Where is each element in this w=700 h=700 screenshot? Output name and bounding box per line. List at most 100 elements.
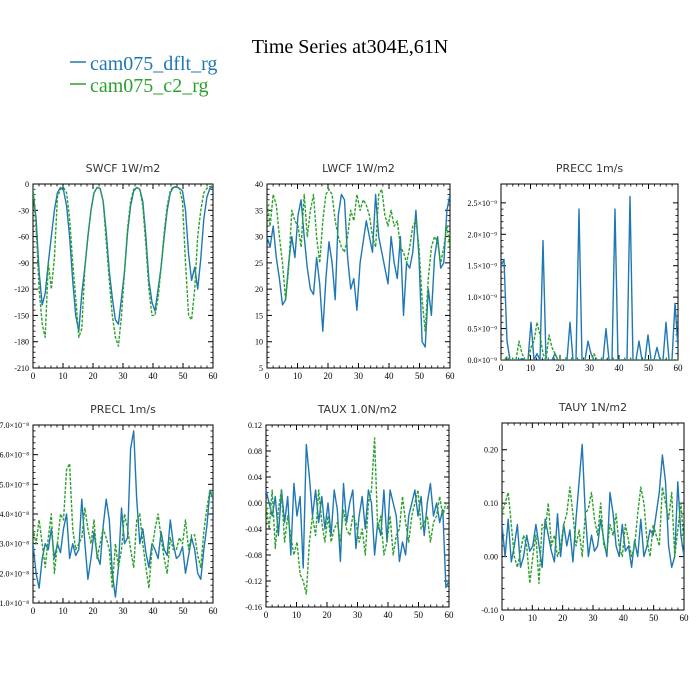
y-tick-label-swcf: 0: [25, 180, 29, 189]
y-tick-label-lwcf: 10: [255, 338, 263, 347]
x-tick-label-swcf: 0: [31, 371, 36, 381]
series-line-lwcf-dflt: [267, 193, 450, 348]
x-tick-label-precl: 0: [31, 606, 36, 616]
series-line-taux-c2: [266, 437, 449, 595]
y-tick-label-precc: 0.5×10⁻⁹: [467, 325, 497, 334]
y-tick-label-swcf: -150: [14, 311, 29, 320]
x-tick-label-precc: 60: [674, 363, 684, 373]
x-tick-label-swcf: 30: [119, 371, 129, 381]
panel-title-precc: PRECC 1m/s: [556, 162, 624, 175]
panel-title-tauy: TAUY 1N/m2: [558, 401, 627, 414]
series-line-precl-dflt: [33, 430, 213, 598]
panel-lwcf: LWCF 1W/m2 5 10 15 20 25 30 35 40 0 10 20 30 40 50 60: [255, 162, 455, 381]
y-tick-label-lwcf: 40: [255, 180, 263, 189]
x-tick-label-precc: 50: [644, 363, 654, 373]
y-tick-label-taux: -0.12: [245, 577, 262, 586]
y-tick-label-precl: 2.0×10⁻⁸: [0, 569, 29, 578]
x-tick-label-tauy: 20: [558, 613, 568, 623]
x-tick-label-precl: 20: [89, 606, 99, 616]
x-tick-label-tauy: 10: [528, 613, 538, 623]
series-line-taux-dflt: [266, 443, 449, 589]
plot-frame-precc: [500, 183, 679, 361]
x-tick-label-lwcf: 30: [354, 371, 364, 381]
y-tick-label-lwcf: 25: [255, 259, 263, 268]
x-tick-label-precc: 20: [556, 363, 566, 373]
plot-frame-taux: [265, 424, 450, 608]
panel-title-lwcf: LWCF 1W/m2: [322, 162, 395, 175]
x-tick-label-precc: 40: [615, 363, 625, 373]
x-tick-label-lwcf: 20: [324, 371, 334, 381]
x-tick-label-swcf: 50: [179, 371, 189, 381]
y-tick-label-tauy: 0.10: [484, 499, 498, 508]
series-line-swcf-c2: [33, 185, 213, 347]
x-tick-label-tauy: 50: [649, 613, 659, 623]
y-tick-label-swcf: -90: [18, 259, 29, 268]
y-tick-label-precc: 0.0×10⁻⁹: [467, 356, 497, 365]
x-tick-label-swcf: 40: [149, 371, 159, 381]
panel-title-taux: TAUX 1.0N/m2: [317, 403, 398, 416]
panel-title-precl: PRECL 1m/s: [90, 403, 156, 416]
x-tick-label-lwcf: 60: [446, 371, 456, 381]
x-tick-label-swcf: 20: [89, 371, 99, 381]
x-tick-label-swcf: 60: [209, 371, 219, 381]
x-tick-label-tauy: 60: [680, 613, 690, 623]
y-tick-label-taux: 0.00: [248, 499, 262, 508]
series-line-precl-c2: [33, 462, 213, 589]
y-tick-label-taux: -0.04: [245, 525, 262, 534]
x-tick-label-precc: 30: [585, 363, 595, 373]
x-tick-label-taux: 10: [292, 610, 302, 620]
y-tick-label-swcf: -30: [18, 206, 29, 215]
y-tick-label-precl: 6.0×10⁻⁸: [0, 451, 29, 460]
panel-title-swcf: SWCF 1W/m2: [86, 162, 161, 175]
y-tick-label-taux: 0.08: [248, 447, 262, 456]
y-tick-label-swcf: -210: [14, 364, 29, 373]
series-line-precc-dflt: [501, 195, 678, 360]
series-line-lwcf-c2: [267, 188, 450, 332]
x-tick-label-tauy: 0: [500, 613, 505, 623]
y-tick-label-tauy: 0.00: [484, 553, 498, 562]
panel-precc: PRECC 1m/s 0.0×10⁻⁹ 0.5×10⁻⁹ 1.0×10⁻⁹ 1.5×10…: [467, 162, 683, 373]
y-tick-label-precc: 2.5×10⁻⁹: [467, 199, 497, 208]
x-tick-label-tauy: 40: [619, 613, 629, 623]
x-tick-label-lwcf: 50: [415, 371, 425, 381]
x-tick-label-precc: 10: [526, 363, 536, 373]
series-line-tauy-dflt: [502, 443, 684, 568]
legend-label-dflt: cam075_dflt_rg: [90, 53, 217, 75]
figure-legend: cam075_dflt_rg cam075_c2_rg: [70, 53, 217, 97]
panel-taux: TAUX 1.0N/m2 -0.16 -0.12 -0.08 -0.04 0.00 0.04…: [245, 403, 454, 620]
y-tick-label-tauy: -0.10: [481, 606, 498, 615]
x-tick-label-precl: 60: [209, 606, 219, 616]
y-tick-label-taux: -0.16: [245, 603, 262, 612]
legend-label-c2: cam075_c2_rg: [90, 75, 209, 97]
y-tick-label-lwcf: 35: [255, 206, 263, 215]
x-tick-label-lwcf: 0: [265, 371, 270, 381]
y-tick-label-precl: 4.0×10⁻⁸: [0, 510, 29, 519]
x-tick-label-taux: 20: [323, 610, 333, 620]
x-tick-label-precl: 50: [179, 606, 189, 616]
series-line-tauy-c2: [502, 486, 684, 584]
y-tick-label-lwcf: 15: [255, 311, 263, 320]
x-tick-label-swcf: 10: [59, 371, 69, 381]
plot-frame-precl: [32, 424, 214, 604]
panel-tauy: TAUY 1N/m2 -0.10 0.00 0.10 0.20 0 10 20 30 40 50 60: [481, 401, 689, 623]
x-tick-label-lwcf: 40: [385, 371, 395, 381]
y-tick-label-precc: 2.0×10⁻⁹: [467, 230, 497, 239]
y-tick-label-lwcf: 20: [255, 285, 263, 294]
figure-title: Time Series at304E,61N: [252, 36, 448, 58]
x-tick-label-precl: 10: [59, 606, 69, 616]
y-tick-label-precc: 1.0×10⁻⁹: [467, 293, 497, 302]
y-tick-label-lwcf: 30: [255, 233, 263, 242]
x-tick-label-taux: 0: [264, 610, 269, 620]
x-tick-label-tauy: 30: [589, 613, 599, 623]
y-tick-label-tauy: 0.20: [484, 446, 498, 455]
x-tick-label-taux: 30: [353, 610, 363, 620]
y-tick-label-precl: 5.0×10⁻⁸: [0, 480, 29, 489]
y-tick-label-swcf: -60: [18, 233, 29, 242]
y-tick-label-swcf: -180: [14, 338, 29, 347]
x-tick-label-precl: 30: [119, 606, 129, 616]
y-tick-label-precl: 1.0×10⁻⁸: [0, 599, 29, 608]
series-line-precc-c2: [501, 321, 678, 360]
